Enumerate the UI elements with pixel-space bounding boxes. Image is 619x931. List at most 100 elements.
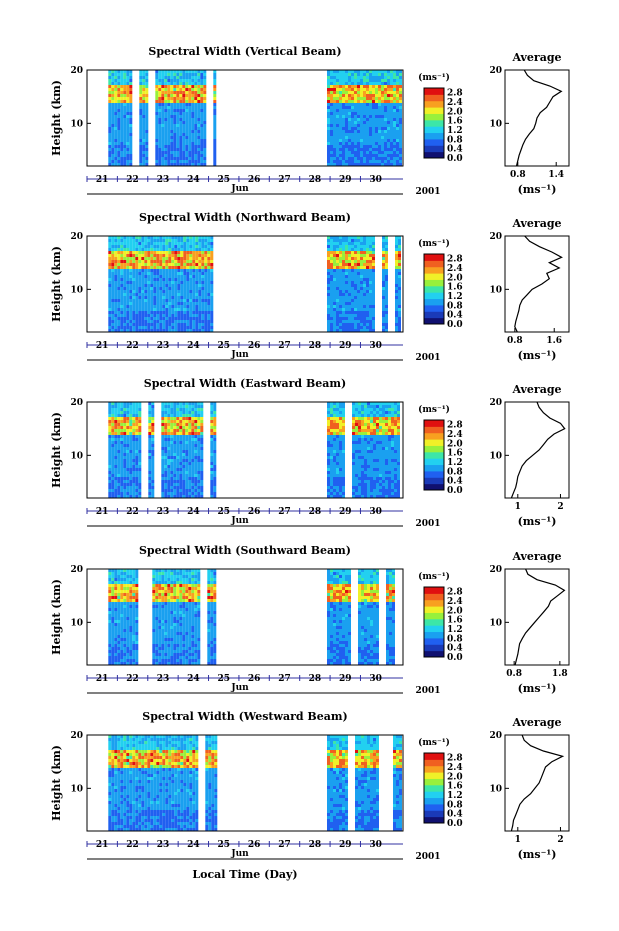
heatmap-cell <box>186 263 190 266</box>
heatmap-cell <box>176 480 180 483</box>
heatmap-cell <box>339 435 342 438</box>
heatmap-cell <box>141 242 145 245</box>
heatmap-cell <box>351 151 354 154</box>
heatmap-cell <box>330 477 333 480</box>
heatmap-cell <box>366 305 369 308</box>
heatmap-cell <box>123 486 127 489</box>
heatmap-cell <box>171 326 175 329</box>
heatmap-cell <box>183 251 187 254</box>
heatmap-cell <box>123 272 127 275</box>
heatmap-cell <box>114 281 118 284</box>
heatmap-cell <box>197 426 201 429</box>
heatmap-cell <box>395 314 398 317</box>
heatmap-cell <box>120 257 124 260</box>
heatmap-cell <box>336 317 339 320</box>
heatmap-cell <box>330 429 333 432</box>
heatmap-cell <box>135 260 139 263</box>
heatmap-cell <box>159 284 163 287</box>
heatmap-cell <box>167 160 171 163</box>
heatmap-cell <box>182 429 186 432</box>
heatmap-cell <box>114 471 118 474</box>
heatmap-cell <box>390 76 393 79</box>
heatmap-cell <box>354 163 357 166</box>
heatmap-cell <box>390 73 393 76</box>
heatmap-cell <box>373 468 376 471</box>
heatmap-cell <box>369 308 372 311</box>
heatmap-cell <box>339 411 342 414</box>
heatmap-cell <box>352 480 355 483</box>
heatmap-cell <box>185 414 189 417</box>
heatmap-cell <box>126 441 130 444</box>
heatmap-cell <box>330 269 333 272</box>
heatmap-cell <box>120 254 124 257</box>
heatmap-cell <box>363 296 366 299</box>
heatmap-cell <box>390 115 393 118</box>
heatmap-cell <box>158 115 162 118</box>
heatmap-cell <box>369 239 372 242</box>
heatmap-cell <box>395 326 398 329</box>
heatmap-cell <box>194 130 198 133</box>
heatmap-cell <box>330 88 333 91</box>
heatmap-cell <box>185 136 189 139</box>
heatmap-cell <box>108 260 112 263</box>
heatmap-cell <box>111 450 115 453</box>
heatmap-cell <box>354 245 357 248</box>
heatmap-cell <box>372 314 375 317</box>
heatmap-cell <box>117 97 121 100</box>
heatmap-cell <box>373 444 376 447</box>
heatmap-cell <box>126 290 130 293</box>
colorbar-swatch <box>424 132 444 140</box>
heatmap-cell <box>336 257 339 260</box>
heatmap-cell <box>357 302 360 305</box>
heatmap-cell <box>395 311 398 314</box>
heatmap-cell <box>348 329 351 332</box>
heatmap-cell <box>138 492 142 495</box>
heatmap-cell <box>167 91 171 94</box>
heatmap-cell <box>138 284 142 287</box>
colorbar-tick-label: 1.6 <box>447 283 463 293</box>
heatmap-cell <box>372 257 375 260</box>
heatmap-cell <box>361 414 364 417</box>
panel-title: Spectral Width (Eastward Beam) <box>144 377 346 390</box>
heatmap-cell <box>148 426 152 429</box>
heatmap-cell <box>111 106 115 109</box>
heatmap-cell <box>351 145 354 148</box>
heatmap-cell <box>135 323 139 326</box>
heatmap-cell <box>179 453 183 456</box>
heatmap-cell <box>339 308 342 311</box>
heatmap-cell <box>126 124 130 127</box>
heatmap-cell <box>330 411 333 414</box>
heatmap-cell <box>168 299 172 302</box>
heatmap-cell <box>366 236 369 239</box>
heatmap-cell <box>189 320 193 323</box>
heatmap-cell <box>339 257 342 260</box>
heatmap-cell <box>201 323 205 326</box>
heatmap-cell <box>151 453 155 456</box>
heatmap-cell <box>345 257 348 260</box>
heatmap-cell <box>153 254 157 257</box>
heatmap-cell <box>114 320 118 323</box>
heatmap-cell <box>165 275 169 278</box>
heatmap-cell <box>176 76 180 79</box>
heatmap-cell <box>195 311 199 314</box>
heatmap-cell <box>141 311 145 314</box>
heatmap-cell <box>108 236 112 239</box>
heatmap-cell <box>108 91 112 94</box>
heatmap-cell <box>399 133 402 136</box>
heatmap-cell <box>153 317 157 320</box>
heatmap-cell <box>126 311 130 314</box>
heatmap-cell <box>342 160 345 163</box>
heatmap-cell <box>395 242 398 245</box>
heatmap-cell <box>363 124 366 127</box>
heatmap-cell <box>345 103 348 106</box>
heatmap-cell <box>138 435 142 438</box>
heatmap-cell <box>348 320 351 323</box>
heatmap-cell <box>330 278 333 281</box>
heatmap-cell <box>369 290 372 293</box>
heatmap-cell <box>395 281 398 284</box>
heatmap-cell <box>188 420 192 423</box>
heatmap-cell <box>142 127 146 130</box>
heatmap-cell <box>164 486 168 489</box>
heatmap-cell <box>336 426 339 429</box>
heatmap-cell <box>164 85 168 88</box>
